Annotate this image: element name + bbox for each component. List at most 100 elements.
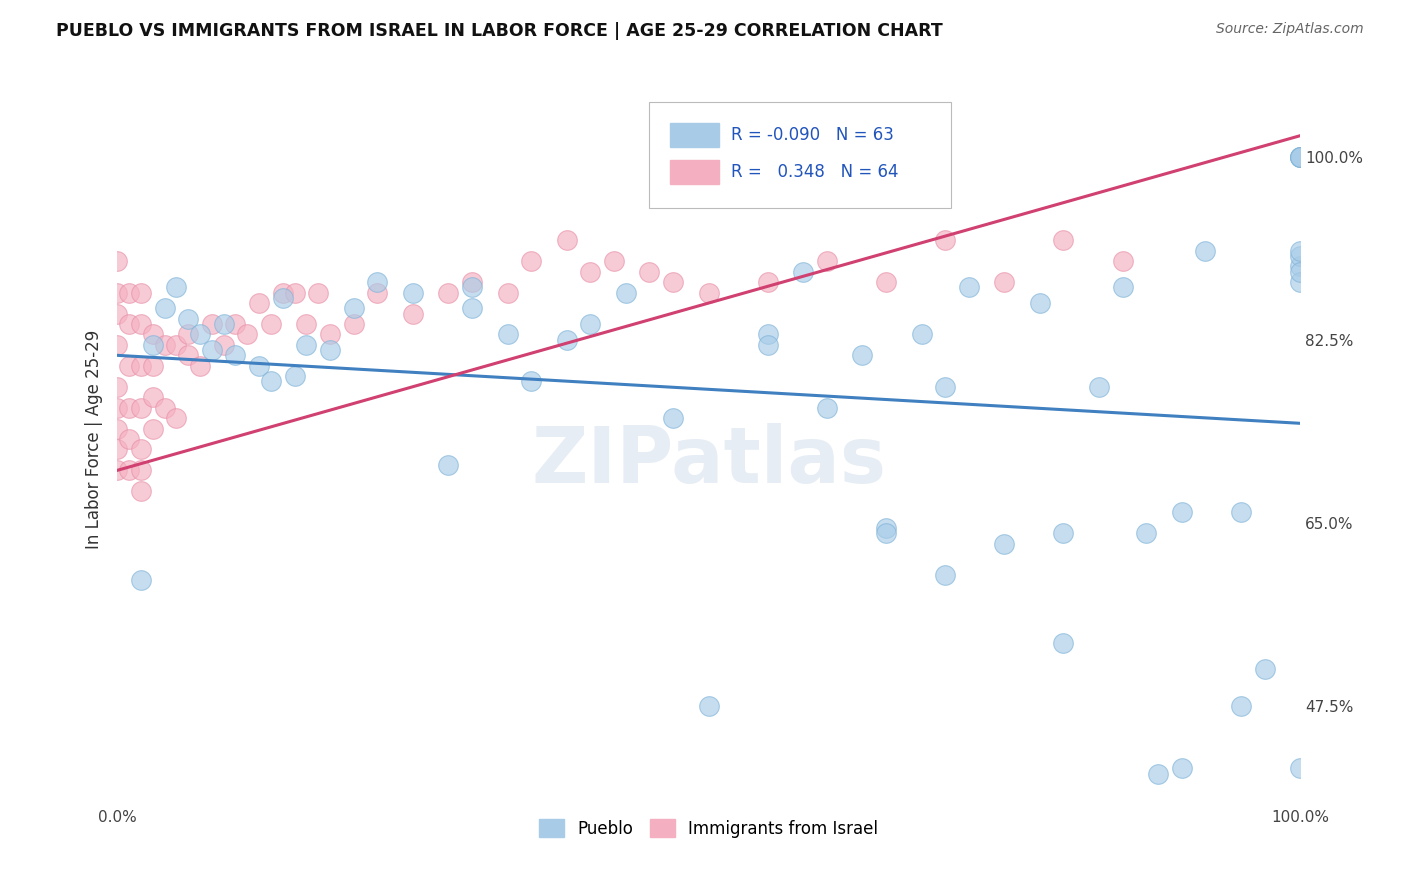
Text: PUEBLO VS IMMIGRANTS FROM ISRAEL IN LABOR FORCE | AGE 25-29 CORRELATION CHART: PUEBLO VS IMMIGRANTS FROM ISRAEL IN LABO… xyxy=(56,22,943,40)
Point xyxy=(1170,505,1192,519)
Point xyxy=(118,401,141,415)
Point xyxy=(105,463,128,477)
Point xyxy=(284,285,307,300)
Point xyxy=(555,333,578,347)
Point xyxy=(201,317,224,331)
Point xyxy=(319,327,342,342)
Y-axis label: In Labor Force | Age 25-29: In Labor Force | Age 25-29 xyxy=(86,329,103,549)
Point xyxy=(520,254,543,268)
Point xyxy=(271,291,294,305)
Point xyxy=(118,432,141,446)
Point xyxy=(875,521,897,535)
Point xyxy=(295,338,318,352)
Point xyxy=(1135,526,1157,541)
Point xyxy=(188,327,211,342)
Point xyxy=(118,285,141,300)
FancyBboxPatch shape xyxy=(650,103,950,209)
Point xyxy=(118,463,141,477)
Bar xyxy=(669,160,720,184)
Point xyxy=(129,401,152,415)
Point xyxy=(142,421,165,435)
Point xyxy=(105,380,128,394)
Point xyxy=(1289,150,1312,164)
Point xyxy=(1194,244,1216,258)
Point xyxy=(284,369,307,384)
Point xyxy=(437,458,460,472)
Point xyxy=(1230,698,1253,713)
Point xyxy=(224,317,246,331)
Point xyxy=(247,296,270,310)
Point xyxy=(153,338,176,352)
Point xyxy=(934,568,956,582)
Point xyxy=(142,327,165,342)
Point xyxy=(319,343,342,357)
Point xyxy=(402,306,425,320)
Point xyxy=(1289,275,1312,289)
Point xyxy=(697,698,720,713)
Point xyxy=(129,484,152,499)
Text: R = -0.090   N = 63: R = -0.090 N = 63 xyxy=(731,126,894,145)
Point xyxy=(910,327,932,342)
Point xyxy=(307,285,329,300)
Point xyxy=(129,359,152,373)
Point xyxy=(1289,150,1312,164)
Point xyxy=(934,233,956,247)
Point xyxy=(1253,662,1275,676)
Point xyxy=(129,573,152,587)
Point xyxy=(579,265,602,279)
Point xyxy=(1052,636,1074,650)
Point xyxy=(177,327,200,342)
Point xyxy=(461,280,484,294)
Point xyxy=(260,375,283,389)
Point xyxy=(437,285,460,300)
Point xyxy=(875,275,897,289)
Point xyxy=(1170,761,1192,775)
Point xyxy=(1052,526,1074,541)
Point xyxy=(1111,254,1133,268)
Point xyxy=(662,275,685,289)
Point xyxy=(165,280,187,294)
Text: R =   0.348   N = 64: R = 0.348 N = 64 xyxy=(731,163,898,181)
Point xyxy=(1088,380,1111,394)
Point xyxy=(520,375,543,389)
Point xyxy=(212,317,235,331)
Point xyxy=(366,275,388,289)
Point xyxy=(1289,244,1312,258)
Point xyxy=(579,317,602,331)
Point xyxy=(105,306,128,320)
Point xyxy=(496,285,519,300)
Point xyxy=(153,401,176,415)
Point xyxy=(343,301,366,316)
Point xyxy=(188,359,211,373)
Point xyxy=(177,348,200,362)
Point xyxy=(224,348,246,362)
Point xyxy=(343,317,366,331)
Point xyxy=(105,401,128,415)
Point xyxy=(496,327,519,342)
Point xyxy=(662,411,685,425)
Point xyxy=(957,280,980,294)
Point xyxy=(1289,150,1312,164)
Point xyxy=(236,327,259,342)
Point xyxy=(1052,233,1074,247)
Point xyxy=(177,311,200,326)
Point xyxy=(1289,265,1312,279)
Point xyxy=(201,343,224,357)
Point xyxy=(461,301,484,316)
Point xyxy=(212,338,235,352)
Point xyxy=(247,359,270,373)
Point xyxy=(815,254,838,268)
Point xyxy=(756,275,779,289)
Point xyxy=(555,233,578,247)
Point xyxy=(165,411,187,425)
Point xyxy=(129,463,152,477)
Point xyxy=(260,317,283,331)
Point xyxy=(1289,260,1312,274)
Point xyxy=(815,401,838,415)
Point xyxy=(1111,280,1133,294)
Point xyxy=(756,327,779,342)
Point xyxy=(271,285,294,300)
Point xyxy=(1289,249,1312,263)
Point xyxy=(993,275,1015,289)
Point xyxy=(934,380,956,394)
